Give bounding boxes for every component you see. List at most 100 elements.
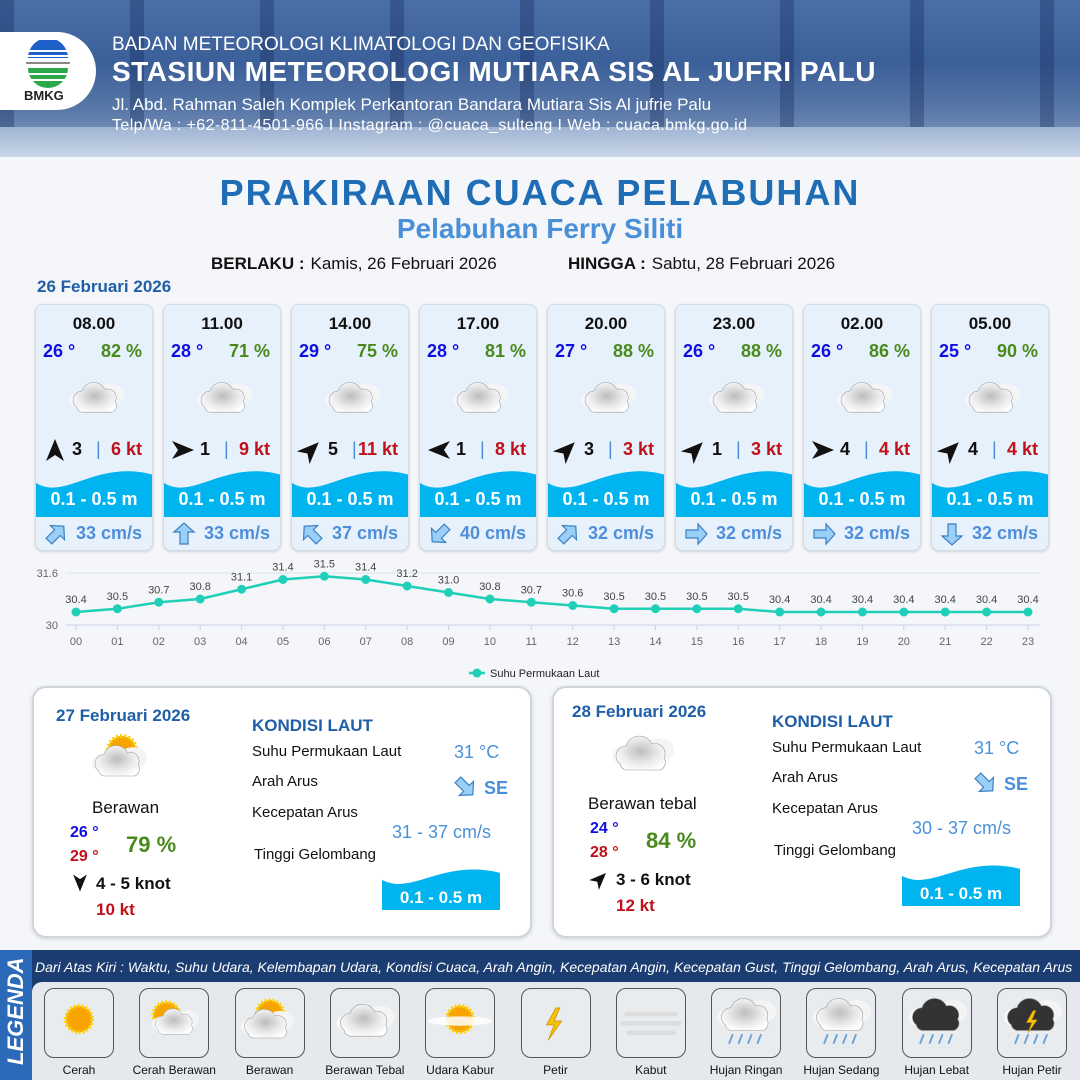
legend-icon-berawan (234, 988, 305, 1058)
data-point (692, 604, 702, 614)
data-point (857, 607, 867, 617)
data-point (568, 601, 578, 610)
legend-label: Petir (543, 1063, 568, 1077)
data-label: 31.2 (396, 568, 417, 580)
weather-cloudy-icon (60, 377, 132, 421)
current-speed: 32 cm/s (716, 523, 783, 543)
legend-label: Berawan Tebal (325, 1063, 405, 1077)
wave-icon (292, 465, 408, 517)
current-direction-icon (299, 521, 325, 550)
legend-label: Hujan Lebat (904, 1063, 970, 1077)
data-point (361, 575, 371, 584)
wave-icon (676, 465, 792, 517)
data-label: 30.4 (1017, 594, 1038, 606)
wind-direction-icon (70, 874, 92, 894)
x-tick-label: 12 (567, 636, 579, 648)
gust-speed: 9 kt (238, 439, 270, 459)
temp-min: 26 ° (70, 824, 99, 841)
air-temperature: 26 ° (683, 341, 716, 361)
legend-icon-cerah (44, 988, 114, 1058)
forecast-card: 23.00 26 ° 88 % 1 | 3 kt 0.1 - 0.5 m 32 … (675, 304, 793, 551)
wind-speed: 3 (72, 439, 83, 459)
wave-height: 0.1 - 0.5 m (399, 888, 483, 907)
forecast-time: 08.00 (72, 314, 116, 333)
legend-label: Hujan Sedang (803, 1063, 880, 1077)
data-label: 30.5 (603, 591, 624, 603)
wind-direction-icon (552, 439, 580, 465)
forecast-time: 11.00 (201, 314, 243, 333)
current-direction-icon (939, 521, 965, 550)
data-label: 30.8 (479, 581, 500, 593)
data-label: 30.7 (521, 584, 542, 596)
sea-surface-temp: 31 °C (454, 742, 500, 762)
legend-label: Cerah (62, 1063, 96, 1077)
data-label: 30.4 (935, 594, 956, 606)
wave-height: 0.1 - 0.5 m (690, 489, 778, 509)
gust-speed: 12 kt (616, 896, 655, 915)
humidity: 71 % (228, 341, 270, 361)
forecast-time: 14.00 (328, 314, 372, 333)
x-tick-label: 21 (939, 636, 951, 648)
station-name: STASIUN METEOROLOGI MUTIARA SIS AL JUFRI… (112, 56, 876, 87)
current-direction: SE (1004, 774, 1029, 794)
day-summary-panel: 28 Februari 2026 Berawan tebal 24 ° 28 °… (552, 686, 1052, 938)
data-point (526, 597, 536, 607)
forecast-card: 02.00 26 ° 86 % 4 | 4 kt 0.1 - 0.5 m 32 … (803, 304, 921, 551)
data-label: 30.5 (728, 591, 749, 603)
wave-icon (36, 465, 152, 517)
x-tick-label: 06 (318, 636, 330, 648)
data-label: 31.0 (438, 575, 459, 587)
wave-icon (804, 465, 920, 517)
legend-icon-berawan-tebal (329, 988, 400, 1058)
temp-min: 24 ° (590, 820, 619, 837)
gust-speed: 4 kt (1006, 439, 1038, 459)
data-point (982, 607, 992, 617)
data-point (775, 607, 785, 617)
humidity: 90 % (996, 341, 1038, 361)
page-title: PRAKIRAAN CUACA PELABUHAN (219, 172, 861, 213)
data-label: 30.4 (65, 594, 86, 606)
x-tick-label: 10 (484, 636, 496, 648)
bmkg-logo: BMKG (0, 32, 96, 110)
contact: Telp/Wa : +62-811-4501-966 I Instagram :… (112, 117, 748, 134)
data-label: 30.8 (189, 581, 210, 593)
wind-direction-icon (426, 439, 452, 461)
weather-icon (86, 734, 158, 784)
legend-label: Kabut (635, 1063, 667, 1077)
legend-marker (472, 668, 482, 678)
wind-direction-icon (170, 439, 196, 461)
wave-icon (548, 465, 664, 517)
forecast-time: 17.00 (456, 314, 500, 333)
forecast-card: 17.00 28 ° 81 % 1 | 8 kt 0.1 - 0.5 m 40 … (419, 304, 537, 551)
data-point (609, 604, 619, 614)
temp-max: 28 ° (590, 844, 619, 861)
forecast-card: 05.00 25 ° 90 % 4 | 4 kt 0.1 - 0.5 m 32 … (931, 304, 1049, 551)
gust-speed: 11 kt (357, 439, 398, 459)
x-tick-label: 02 (153, 636, 165, 648)
data-point (650, 604, 660, 614)
legend-icon-udara-kabur (425, 988, 496, 1058)
data-label: 30.7 (148, 584, 169, 596)
air-temperature: 25 ° (939, 341, 972, 361)
legend-label: Hujan Petir (1002, 1063, 1062, 1077)
current-speed: 31 - 37 cm/s (392, 822, 492, 842)
legend-label: Hujan Ringan (709, 1063, 783, 1077)
current-direction-icon (555, 521, 581, 550)
air-temperature: 26 ° (811, 341, 844, 361)
data-point (485, 594, 495, 604)
data-label: 30.4 (810, 594, 831, 606)
header-banner: BMKG BADAN METEOROLOGI KLIMATOLOGI DAN G… (0, 0, 1080, 157)
wave-height: 0.1 - 0.5 m (919, 884, 1003, 903)
humidity: 75 % (356, 341, 398, 361)
data-point (899, 607, 909, 617)
legend-icon-cerah-berawan (139, 988, 210, 1058)
x-tick-label: 04 (235, 636, 247, 648)
weather-condition: Berawan (92, 798, 160, 817)
wind-speed: 4 - 5 knot (96, 874, 171, 893)
day-summary-panel: 27 Februari 2026 Berawan 26 ° 29 ° 79 % … (32, 686, 532, 938)
wind-direction-icon (680, 439, 708, 465)
data-label: 30.4 (976, 594, 997, 606)
valid-from: BERLAKU : Kamis, 26 Februari 2026 (211, 254, 497, 273)
wind-speed: 1 (712, 439, 723, 459)
gust-speed: 6 kt (110, 439, 142, 459)
